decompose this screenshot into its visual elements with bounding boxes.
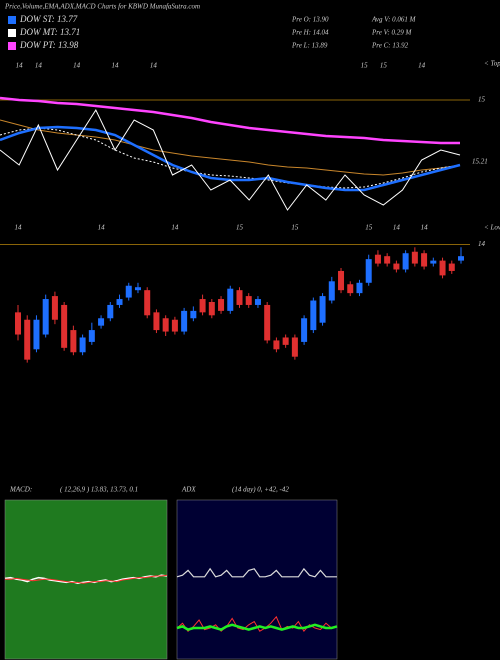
- candle-body: [365, 259, 372, 283]
- candle-body: [218, 299, 225, 311]
- candle-body: [116, 299, 123, 305]
- x-tick-label: 15: [236, 224, 244, 232]
- legend-label: DOW ST: 13.77: [19, 14, 78, 24]
- candle-body: [439, 260, 446, 276]
- candle-body: [70, 330, 77, 353]
- candle-body: [254, 299, 261, 305]
- x-tick-label: 14: [35, 62, 43, 70]
- candle-body: [264, 304, 271, 341]
- candle-body: [171, 319, 178, 332]
- series-line: [0, 119, 461, 176]
- candle-body: [15, 312, 21, 335]
- candle-body: [125, 285, 132, 298]
- x-tick-label: 15: [380, 62, 388, 70]
- x-tick-label: 15: [365, 224, 373, 232]
- x-tick-label: 14: [98, 224, 106, 232]
- candle-body: [190, 310, 197, 319]
- annotation: < Lows: [484, 224, 500, 232]
- candle-body: [181, 310, 188, 332]
- info-text: Avg V: 0.061 M: [371, 16, 417, 24]
- x-tick-label: 14: [421, 224, 429, 232]
- x-tick-label: 14: [73, 62, 81, 70]
- candle-body: [199, 299, 206, 313]
- page-title: Price,Volume,EMA,ADX,MACD Charts for KBW…: [4, 3, 200, 11]
- info-text: Pre H: 14.04: [291, 29, 329, 37]
- candle-body: [430, 260, 437, 264]
- candle-body: [98, 318, 105, 326]
- panel-title: ADX: [181, 486, 196, 494]
- candle-body: [347, 284, 354, 294]
- legend-label: DOW PT: 13.98: [19, 40, 79, 50]
- candle-body: [291, 337, 298, 357]
- candle-body: [208, 302, 215, 316]
- candle-body: [33, 319, 40, 350]
- x-tick-label: 15: [361, 62, 369, 70]
- candle-body: [374, 254, 381, 264]
- y-tick-label: 15: [478, 96, 486, 104]
- x-tick-label: 14: [15, 224, 23, 232]
- candle-body: [282, 337, 289, 345]
- legend-label: DOW MT: 13.71: [19, 27, 80, 37]
- legend-swatch: [8, 29, 16, 37]
- info-text: Pre V: 0.29 M: [371, 29, 412, 37]
- candle-body: [411, 251, 418, 264]
- candle-body: [162, 318, 169, 332]
- x-tick-label: 14: [171, 224, 179, 232]
- candle-body: [458, 256, 464, 261]
- panel-bg: [176, 499, 338, 660]
- candle-body: [227, 288, 234, 311]
- x-tick-label: 14: [418, 62, 426, 70]
- info-text: Pre C: 13.92: [371, 42, 409, 50]
- info-text: Pre O: 13.90: [291, 16, 329, 24]
- panel-subtitle: (14 day) 0, +42, -42: [232, 486, 289, 494]
- series-line: [4, 574, 168, 584]
- candle-body: [51, 296, 58, 320]
- candle-body: [384, 256, 391, 264]
- legend-swatch: [8, 16, 16, 24]
- candle-body: [88, 330, 95, 342]
- x-tick-label: 15: [291, 224, 299, 232]
- annotation: 15.21: [472, 158, 488, 166]
- candle-body: [310, 300, 317, 331]
- candle-body: [144, 290, 151, 316]
- candle-body: [273, 340, 280, 350]
- candle-body: [402, 253, 409, 270]
- candle-body: [393, 263, 400, 270]
- candle-body: [448, 263, 455, 271]
- panel-subtitle: ( 12,26,9 ) 13.83, 13.73, 0.1: [60, 486, 138, 494]
- series-line: [0, 108, 461, 211]
- series-line: [0, 127, 461, 189]
- candle-body: [301, 318, 308, 342]
- candle-body: [134, 287, 141, 291]
- candle-body: [328, 281, 335, 301]
- panel-title: MACD:: [9, 486, 32, 494]
- candle-body: [153, 312, 160, 331]
- x-tick-label: 14: [16, 62, 24, 70]
- candle-body: [79, 337, 86, 353]
- candle-body: [236, 290, 243, 305]
- candle-body: [356, 282, 363, 294]
- panel-bg: [4, 499, 168, 660]
- annotation: < Tops: [484, 60, 500, 68]
- x-tick-label: 14: [393, 224, 401, 232]
- candle-body: [107, 304, 114, 319]
- candle-body: [421, 253, 428, 267]
- series-line: [0, 96, 460, 145]
- x-tick-label: 14: [112, 62, 120, 70]
- candle-body: [338, 270, 345, 291]
- candle-body: [24, 319, 31, 360]
- y-tick-label: 14: [478, 240, 486, 248]
- info-text: Pre L: 13.89: [291, 42, 328, 50]
- x-tick-label: 14: [150, 62, 158, 70]
- candle-body: [245, 296, 252, 305]
- candle-body: [319, 296, 326, 323]
- legend-swatch: [8, 42, 16, 50]
- series-line: [176, 567, 337, 578]
- candle-body: [42, 299, 49, 335]
- series-line: [5, 574, 168, 584]
- series-line: [176, 623, 338, 631]
- candle-body: [61, 304, 68, 348]
